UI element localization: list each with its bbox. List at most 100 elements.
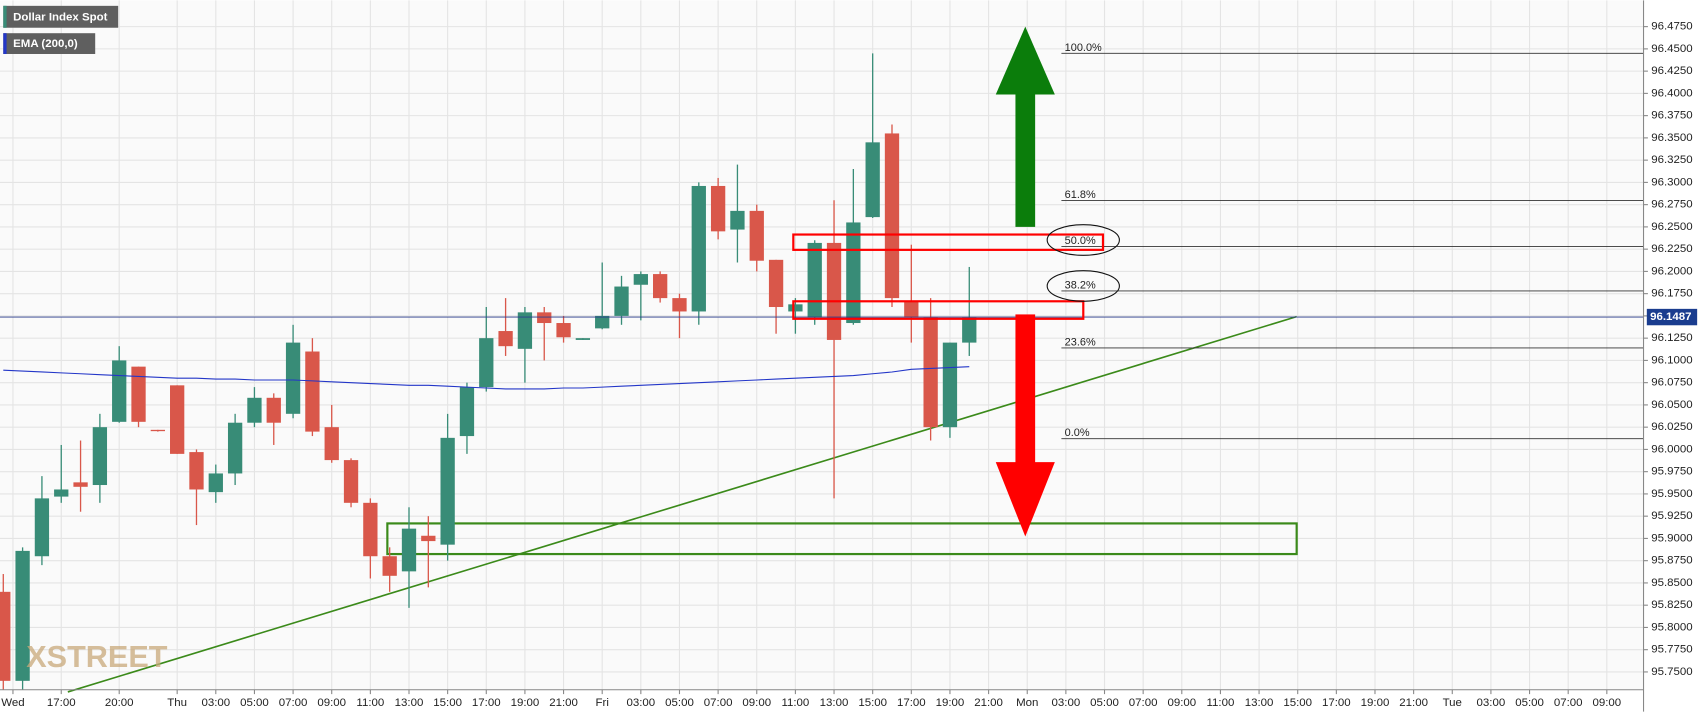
- x-tick-label: Fri: [596, 697, 609, 709]
- legend-swatch: [3, 33, 7, 54]
- candle-body: [595, 315, 610, 329]
- candle-body: [807, 242, 822, 318]
- candle-body: [691, 185, 706, 312]
- x-tick-label: Tue: [1443, 697, 1462, 709]
- candle-body: [112, 360, 127, 422]
- candle-body: [0, 591, 11, 681]
- y-tick-label: 95.7500: [1651, 666, 1692, 678]
- candle-body: [749, 210, 764, 261]
- y-tick-label: 96.3750: [1651, 110, 1692, 122]
- candle-body: [498, 331, 513, 347]
- up-arrow-head: [995, 26, 1055, 95]
- down-arrow-head: [995, 462, 1055, 537]
- watermark: XSTREET: [26, 640, 168, 674]
- x-tick-label: 17:00: [472, 697, 501, 709]
- legend-box: [3, 33, 96, 54]
- y-tick-label: 95.8750: [1651, 555, 1692, 567]
- y-tick-label: 96.0250: [1651, 421, 1692, 433]
- y-tick-label: 96.3250: [1651, 154, 1692, 166]
- y-tick-label: 96.1750: [1651, 288, 1692, 300]
- candle-body: [92, 427, 108, 486]
- y-tick-label: 96.4250: [1651, 65, 1692, 77]
- x-tick-label: 07:00: [1129, 697, 1158, 709]
- y-tick-label: 96.2500: [1651, 221, 1692, 233]
- candle-body: [614, 286, 629, 316]
- x-tick-label: Wed: [1, 697, 24, 709]
- down-arrow-shaft: [1015, 314, 1036, 465]
- y-tick-label: 96.2750: [1651, 199, 1692, 211]
- y-tick-label: 96.4000: [1651, 87, 1692, 99]
- resistance-box: [792, 300, 1085, 320]
- candle-body: [942, 342, 958, 428]
- x-tick-label: 07:00: [704, 697, 733, 709]
- x-tick-label: 05:00: [240, 697, 269, 709]
- candle-body: [401, 528, 417, 572]
- x-tick-label: 15:00: [858, 697, 887, 709]
- y-tick-label: 95.8500: [1651, 577, 1692, 589]
- candle-body: [459, 387, 475, 437]
- candle-body: [962, 317, 977, 343]
- candle-body: [556, 323, 571, 338]
- y-tick-label: 96.3500: [1651, 132, 1692, 144]
- candle-body: [247, 397, 262, 423]
- candle-body: [865, 142, 880, 218]
- candle-body: [575, 338, 591, 340]
- candle-body: [884, 133, 900, 299]
- candle-body: [440, 437, 455, 545]
- fib-label: 23.6%: [1065, 336, 1096, 348]
- x-tick-label: 03:00: [1052, 697, 1081, 709]
- x-tick-label: 21:00: [549, 697, 578, 709]
- x-tick-label: Mon: [1016, 697, 1038, 709]
- candle-body: [672, 298, 687, 312]
- candle-body: [633, 274, 648, 285]
- plot: 100.0% 61.8% 50.0% 38.2% 23.6% 0.0%: [0, 42, 1644, 690]
- candle-body: [305, 351, 320, 432]
- x-tick-label: 15:00: [1283, 697, 1312, 709]
- up-arrow-shaft: [1015, 92, 1036, 227]
- fib-label: 100.0%: [1065, 42, 1102, 54]
- x-tick-label: 11:00: [781, 697, 809, 709]
- candle-body: [653, 274, 668, 299]
- candle-body: [324, 427, 339, 461]
- fib-label: 38.2%: [1065, 279, 1096, 291]
- y-tick-label: 96.0750: [1651, 377, 1692, 389]
- trend-line: [67, 315, 1297, 693]
- x-tick-label: 05:00: [1515, 697, 1544, 709]
- y-tick-label: 95.9500: [1651, 488, 1692, 500]
- candle-body: [285, 342, 301, 414]
- x-tick-label: 03:00: [1477, 697, 1506, 709]
- highlight-ellipse: [1046, 224, 1120, 256]
- candle-body: [227, 422, 243, 474]
- y-tick-label: 95.9750: [1651, 466, 1692, 478]
- candle-body: [768, 259, 784, 308]
- candle-body: [846, 222, 861, 324]
- resistance-box: [792, 233, 1105, 251]
- candle-body: [150, 429, 165, 432]
- legend-indicator: EMA (200,0): [13, 38, 78, 50]
- x-tick-label: 05:00: [1090, 697, 1119, 709]
- candle-body: [421, 535, 436, 542]
- x-tick-label: 09:00: [1592, 697, 1621, 709]
- y-tick-label: 95.8000: [1651, 621, 1692, 633]
- legend-title: Dollar Index Spot: [13, 11, 107, 23]
- x-tick-label: 21:00: [1399, 697, 1428, 709]
- x-tick-label: 19:00: [1361, 697, 1390, 709]
- y-tick-label: 96.4500: [1651, 43, 1692, 55]
- x-tick-label: 21:00: [974, 697, 1003, 709]
- x-tick-label: 13:00: [820, 697, 849, 709]
- y-tick-label: 96.1250: [1651, 332, 1692, 344]
- y-tick-label: 95.9250: [1651, 510, 1692, 522]
- highlight-ellipse: [1046, 270, 1120, 302]
- legend-box: [3, 5, 119, 28]
- plot-background: [0, 0, 1644, 689]
- candle-body: [73, 482, 88, 487]
- candle-body: [904, 301, 919, 318]
- ema-line: [3, 366, 970, 390]
- x-tick-label: 17:00: [897, 697, 926, 709]
- y-tick-label: 96.3000: [1651, 176, 1692, 188]
- x-tick-label: 19:00: [936, 697, 965, 709]
- candle-body: [34, 498, 50, 557]
- fib-label: 61.8%: [1065, 189, 1096, 201]
- candle-body: [54, 489, 69, 497]
- candle-body: [826, 242, 842, 340]
